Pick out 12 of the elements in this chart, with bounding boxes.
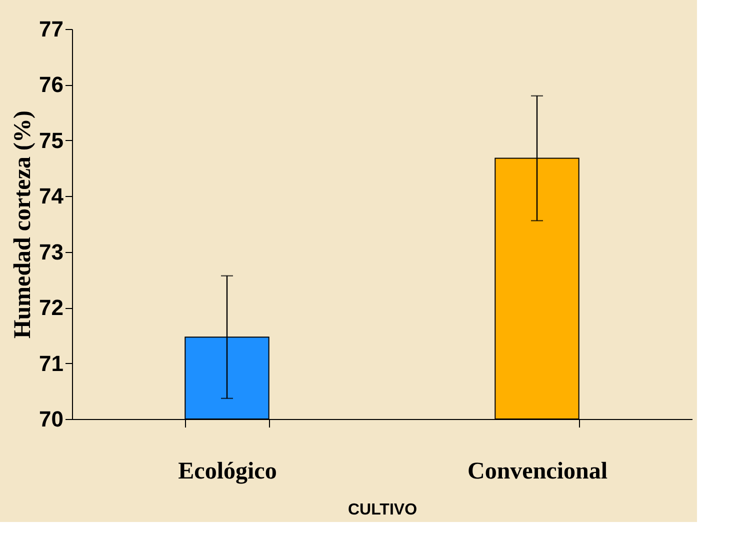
y-tick-label: 77 [39,16,64,42]
y-tick-label: 73 [39,239,64,264]
x-axis-title: CULTIVO [348,502,418,518]
x-tick-label: Convencional [467,458,608,484]
y-axis-title: Humedad corteza (%) [10,110,36,338]
y-tick-label: 75 [39,128,64,153]
y-tick-label: 71 [39,350,64,376]
y-tick-label: 74 [39,184,64,209]
y-tick-label: 72 [39,295,64,320]
y-tick-label: 76 [39,72,64,98]
x-tick-label: Ecológico [178,458,277,484]
y-tick-label: 70 [39,406,64,432]
